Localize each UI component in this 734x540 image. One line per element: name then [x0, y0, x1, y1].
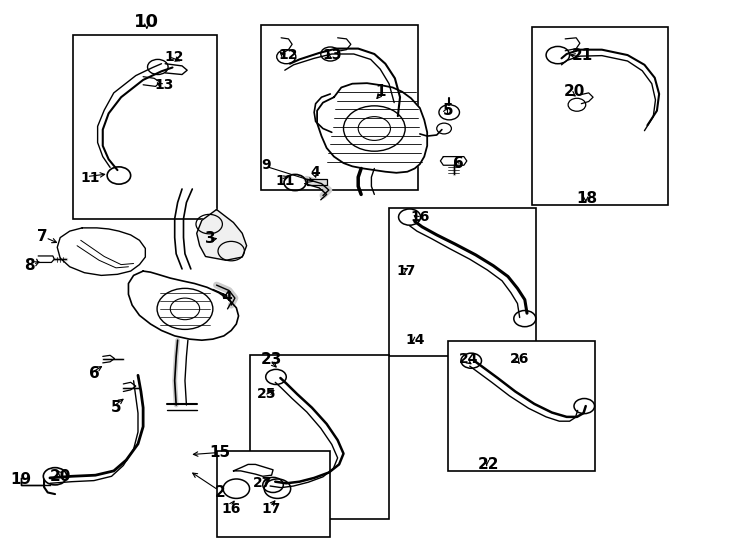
Text: 14: 14	[405, 333, 424, 347]
Text: 5: 5	[443, 103, 453, 118]
Text: 12: 12	[279, 48, 298, 62]
Text: 17: 17	[396, 264, 415, 278]
Text: 19: 19	[10, 472, 31, 487]
Bar	[250, 355, 389, 519]
Text: 16: 16	[411, 210, 430, 224]
Text: 16: 16	[222, 502, 241, 516]
Text: 20: 20	[50, 469, 72, 484]
Text: 25: 25	[257, 387, 276, 401]
Bar	[307, 179, 327, 185]
Text: 13: 13	[323, 48, 342, 62]
Text: 2: 2	[215, 485, 225, 500]
Bar	[73, 35, 217, 219]
Bar	[448, 341, 595, 471]
Polygon shape	[197, 210, 247, 260]
Text: 10: 10	[134, 12, 159, 31]
Polygon shape	[233, 464, 273, 476]
Text: 6: 6	[454, 156, 464, 171]
Text: 18: 18	[577, 191, 597, 206]
Text: 11: 11	[275, 174, 294, 188]
Polygon shape	[317, 83, 427, 173]
Text: 6: 6	[89, 366, 99, 381]
Text: 26: 26	[510, 352, 529, 366]
Text: 8: 8	[24, 258, 34, 273]
Text: 15: 15	[210, 445, 230, 460]
Text: 23: 23	[261, 352, 283, 367]
Text: 20: 20	[564, 84, 586, 99]
Text: 7: 7	[37, 229, 48, 244]
Text: 13: 13	[155, 78, 174, 92]
Bar	[261, 25, 418, 190]
Text: 3: 3	[205, 231, 215, 246]
Polygon shape	[128, 271, 239, 340]
Text: 4: 4	[310, 165, 321, 179]
Bar	[532, 27, 668, 205]
Text: 1: 1	[375, 84, 385, 99]
Text: 17: 17	[262, 502, 281, 516]
Text: 5: 5	[111, 400, 121, 415]
Text: 12: 12	[164, 50, 184, 64]
Text: 27: 27	[253, 476, 272, 490]
Bar	[389, 208, 536, 356]
Text: 21: 21	[572, 48, 592, 63]
Bar	[217, 451, 330, 537]
Text: 9: 9	[261, 158, 272, 172]
Text: 22: 22	[477, 457, 499, 472]
Text: 24: 24	[459, 352, 478, 366]
Text: 11: 11	[81, 171, 100, 185]
Polygon shape	[57, 228, 145, 275]
Text: 4: 4	[222, 290, 233, 304]
